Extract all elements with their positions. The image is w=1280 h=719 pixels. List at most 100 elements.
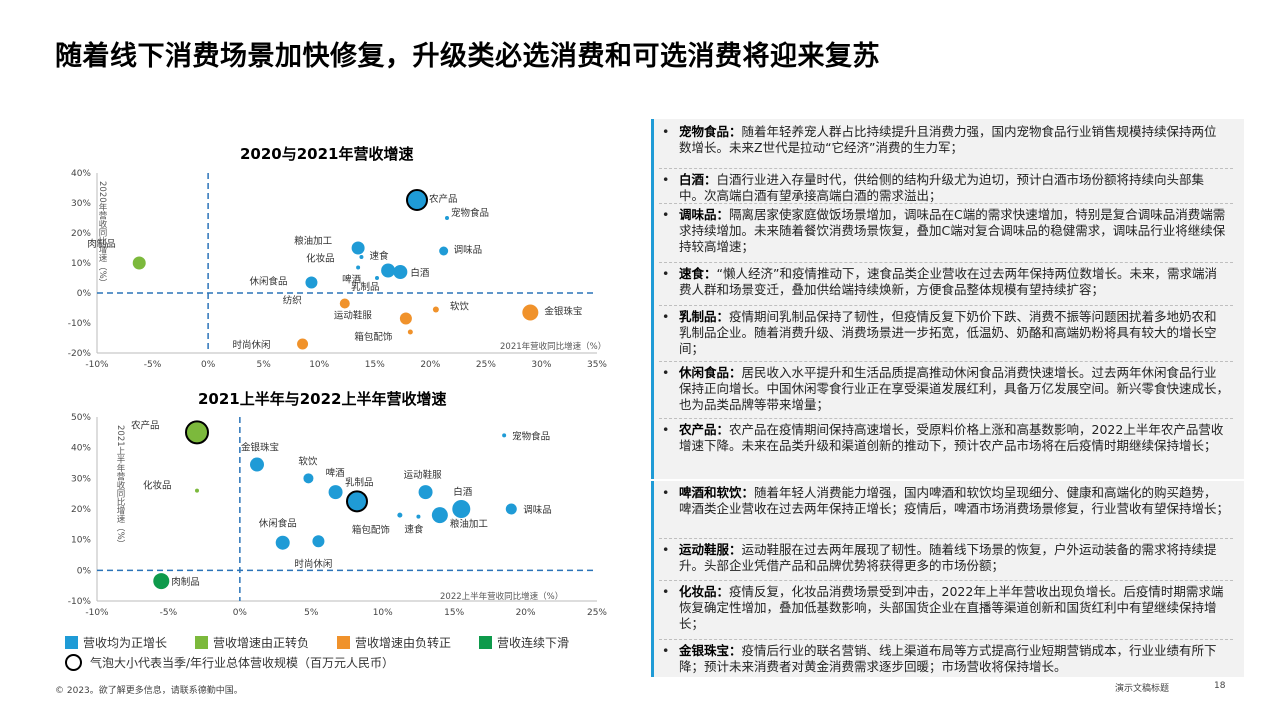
data-label: 软饮 bbox=[298, 455, 318, 467]
data-label: 化妆品 bbox=[306, 253, 335, 265]
commentary-bullet: • 金银珠宝：疫情后行业的联名营销、线上渠道布局等方式提高行业短期营销成本，行业业… bbox=[662, 643, 1229, 675]
bullet-text: 化妆品：疫情反复，化妆品消费场景受到冲击，2022年上半年营收出现负增长。后疫情… bbox=[663, 584, 1229, 632]
bullet-text: 金银珠宝：疫情后行业的联名营销、线上渠道布局等方式提高行业短期营销成本，行业业绩… bbox=[663, 643, 1229, 675]
data-label: 时尚休闲 bbox=[294, 558, 332, 570]
data-label: 农产品 bbox=[131, 419, 160, 431]
data-label: 宠物食品 bbox=[512, 430, 550, 442]
commentary-bullet: • 宠物食品：随着年轻养宠人群占比持续提升且消费力强，国内宠物食品行业销售规模持续… bbox=[662, 124, 1229, 156]
bullet-dot-icon: • bbox=[662, 309, 670, 324]
data-point bbox=[445, 216, 449, 220]
x-tick-label: 30% bbox=[531, 360, 551, 370]
page-number: 18 bbox=[1214, 681, 1226, 691]
x-tick-label: 15% bbox=[365, 360, 385, 370]
y-tick-label: 50% bbox=[71, 413, 91, 423]
data-label: 白酒 bbox=[453, 486, 473, 498]
y-tick-label: 0% bbox=[77, 289, 92, 299]
bullet-heading: 宠物食品： bbox=[679, 124, 742, 139]
data-label: 乳制品 bbox=[351, 281, 380, 293]
page-title: 随着线下消费场景加快修复，升级类必选消费和可选消费将迎来复苏 bbox=[55, 41, 880, 72]
x-tick-label: 35% bbox=[587, 360, 607, 370]
commentary-panel: • 宠物食品：随着年轻养宠人群占比持续提升且消费力强，国内宠物食品行业销售规模持续… bbox=[651, 119, 1244, 677]
data-point bbox=[502, 433, 507, 438]
data-label: 箱包配饰 bbox=[354, 331, 392, 343]
bullet-dot-icon: • bbox=[662, 172, 670, 187]
chart2-title: 2021上半年与2022上半年营收增速 bbox=[198, 390, 447, 408]
data-point bbox=[303, 473, 314, 484]
bullet-text: 乳制品：疫情期间乳制品保持了韧性，但疫情反复下奶价下跌、消费不振等问题困扰着多地… bbox=[663, 309, 1229, 357]
data-point bbox=[397, 512, 403, 518]
data-point bbox=[250, 457, 264, 472]
x-tick-label: 10% bbox=[373, 608, 393, 618]
data-point bbox=[418, 485, 433, 500]
bullet-body: 疫情后行业的联名营销、线上渠道布局等方式提高行业短期营销成本，行业业绩有所下降；… bbox=[679, 643, 1217, 674]
bullet-dot-icon: • bbox=[662, 542, 670, 557]
bullet-body: 疫情反复，化妆品消费场景受到冲击，2022年上半年营收出现负增长。后疫情时期需求… bbox=[679, 584, 1224, 631]
data-label: 调味品 bbox=[454, 244, 483, 256]
data-point bbox=[153, 573, 170, 590]
data-point bbox=[275, 535, 290, 550]
data-point bbox=[505, 503, 517, 515]
data-point bbox=[346, 490, 368, 513]
data-label: 休闲食品 bbox=[249, 276, 287, 288]
data-point bbox=[297, 338, 309, 350]
bullet-body: 随着年轻人消费能力增强，国内啤酒和软饮均呈现细分、健康和高端化的购买趋势，啤酒类… bbox=[679, 485, 1230, 516]
bullet-text: 农产品：农产品在疫情期间保持高速增长，受原料价格上涨和高基数影响，2022上半年… bbox=[663, 422, 1229, 454]
data-point bbox=[522, 304, 539, 321]
legend-swatch bbox=[337, 635, 351, 649]
commentary-block-2 bbox=[651, 481, 1244, 677]
data-label: 啤酒 bbox=[326, 467, 346, 479]
legend-swatch bbox=[195, 635, 209, 649]
section-title: 演示文稿标题 bbox=[1115, 684, 1170, 694]
bullet-heading: 休闲食品： bbox=[679, 365, 742, 380]
data-label: 运动鞋服 bbox=[334, 310, 373, 322]
legend-swatch bbox=[479, 635, 493, 649]
x-axis-label: 2021年营收同比增速（%） bbox=[500, 341, 606, 352]
bullet-body: 运动鞋服在过去两年展现了韧性。随着线下场景的恢复，户外运动装备的需求将持续提升。… bbox=[679, 542, 1217, 573]
commentary-bullet: • 调味品：隔离居家使家庭做饭场景增加，调味品在C端的需求快速增加，特别是复合调味… bbox=[662, 207, 1229, 255]
bullet-text: 白酒：白酒行业进入存量时代，供给侧的结构升级尤为迫切，预计白酒市场份额将持续向头… bbox=[663, 172, 1229, 204]
bullet-heading: 白酒： bbox=[679, 172, 717, 187]
data-point bbox=[305, 276, 318, 289]
chart1-scatter: -10% -5% 0% 5% 10% 15% 20% 25% 30% 35% 40% 30% 20% 10… bbox=[68, 169, 608, 370]
y-tick-label: 10% bbox=[71, 536, 91, 546]
legend-item: 营收均为正增长 bbox=[65, 634, 167, 651]
bullet-body: “懒人经济”和疫情推动下，速食品类企业营收在过去两年保持两位数增长。未来，需求端… bbox=[679, 266, 1217, 297]
bullet-heading: 金银珠宝： bbox=[679, 643, 742, 658]
data-point bbox=[359, 255, 364, 259]
data-point bbox=[416, 514, 421, 519]
bullet-heading: 乳制品： bbox=[679, 309, 730, 324]
commentary-bullet: • 休闲食品：居民收入水平提升和生活品质提高推动休闲食品消费快速增长。过去两年休闲… bbox=[662, 365, 1229, 413]
y-tick-label: 30% bbox=[71, 199, 91, 209]
copyright: © 2023。欲了解更多信息，请联系德勤中国。 bbox=[55, 686, 243, 696]
data-point bbox=[406, 189, 428, 211]
data-point bbox=[432, 306, 439, 313]
legend-label: 营收连续下滑 bbox=[497, 635, 570, 650]
y-tick-label: 20% bbox=[71, 229, 91, 239]
data-label: 软饮 bbox=[450, 301, 470, 313]
bullet-text: 宠物食品：随着年轻养宠人群占比持续提升且消费力强，国内宠物食品行业销售规模持续保… bbox=[663, 124, 1229, 156]
bullet-heading: 速食： bbox=[679, 266, 717, 281]
legend-item: 营收增速由正转负 bbox=[195, 634, 309, 651]
data-label: 调味品 bbox=[523, 504, 552, 516]
data-label: 肉制品 bbox=[171, 576, 200, 588]
bullet-dot-icon: • bbox=[662, 365, 670, 380]
data-point bbox=[132, 256, 146, 270]
bullet-dot-icon: • bbox=[662, 485, 670, 500]
data-label: 乳制品 bbox=[345, 476, 374, 488]
legend-label: 营收均为正增长 bbox=[83, 635, 168, 650]
bullet-separator bbox=[659, 418, 1233, 419]
x-tick-label: 20% bbox=[420, 360, 440, 370]
data-label: 纺织 bbox=[283, 295, 302, 307]
data-point bbox=[393, 265, 408, 279]
chart2-scatter: -10% -5% 0% 5% 10% 15% 20% 25% 50% 40% 30% 20% 10% 0%… bbox=[68, 413, 608, 618]
x-tick-label: 5% bbox=[304, 608, 319, 618]
bullet-body: 隔离居家使家庭做饭场景增加，调味品在C端的需求快速增加，特别是复合调味品消费端需… bbox=[679, 207, 1226, 254]
commentary-block-1 bbox=[651, 119, 1244, 479]
bullet-separator bbox=[659, 639, 1233, 640]
data-label: 金银珠宝 bbox=[544, 306, 582, 318]
data-point bbox=[185, 420, 209, 445]
bullet-separator bbox=[659, 305, 1233, 306]
legend-item: 营收连续下滑 bbox=[479, 634, 569, 651]
bullet-body: 疫情期间乳制品保持了韧性，但疫情反复下奶价下跌、消费不振等问题困扰着多地奶农和乳… bbox=[679, 309, 1217, 356]
commentary-bullet: • 乳制品：疫情期间乳制品保持了韧性，但疫情反复下奶价下跌、消费不振等问题困扰着多… bbox=[662, 309, 1229, 357]
